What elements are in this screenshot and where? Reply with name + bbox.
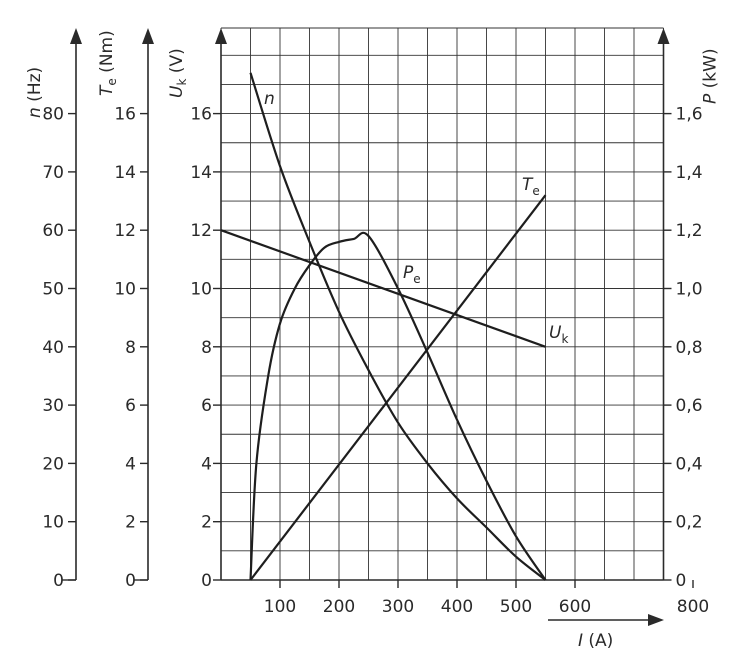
tick-label-P: 1,0 [676, 280, 703, 300]
tick-label-P: 0 [676, 571, 687, 591]
axis-title-Uk: Uk (V) [167, 48, 189, 98]
curves [220, 72, 547, 581]
tick-label-n: 50 [42, 280, 64, 300]
tick-label-Te: 10 [114, 280, 136, 300]
tick-label-Te: 8 [125, 338, 136, 358]
tick-label-x: 800 [677, 597, 709, 617]
tick-label-x: 400 [441, 597, 473, 617]
series-label-n: n [264, 89, 275, 109]
series-line-Pe [249, 231, 547, 581]
tick-label-Te: 4 [125, 454, 136, 474]
tick-label-Te: 16 [114, 105, 136, 125]
axis-arrow-right-icon [648, 614, 664, 626]
tick-label-x: 500 [500, 597, 532, 617]
series-line-n [249, 72, 547, 581]
tick-label-Uk: 4 [201, 454, 212, 474]
tick-label-Uk: 10 [190, 280, 212, 300]
grid [220, 27, 664, 581]
tick-label-n: 20 [42, 454, 64, 474]
series-label-Te: Te [522, 175, 540, 198]
tick-label-n: 80 [42, 105, 64, 125]
tick-label-Te: 6 [125, 396, 136, 416]
tick-label-n: 30 [42, 396, 64, 416]
tick-label-x: 600 [559, 597, 591, 617]
tick-label-Uk: 16 [190, 105, 212, 125]
tick-label-n: 60 [42, 221, 64, 241]
series-label-Uk: Uk [549, 323, 568, 346]
tick-label-n: 40 [42, 338, 64, 358]
tick-label-n: 10 [42, 513, 64, 533]
axis-title-P: P (kW) [701, 48, 721, 104]
axis-arrow-up-icon [657, 28, 670, 44]
tick-label-P: 0,4 [676, 454, 703, 474]
tick-label-x: 200 [323, 597, 355, 617]
tick-label-Uk: 2 [201, 513, 212, 533]
tick-label-P: 1,4 [676, 163, 703, 183]
tick-label-Uk: 8 [201, 338, 212, 358]
axis-title-x: I (A) [578, 631, 613, 651]
tick-label-Uk: 12 [190, 221, 212, 241]
labels: n Pe Te Uk [264, 89, 568, 346]
tick-label-Te: 14 [114, 163, 136, 183]
tick-label-P: 0,2 [676, 513, 703, 533]
tick-label-Uk: 0 [201, 571, 212, 591]
axis-title-n: n (Hz) [25, 67, 45, 118]
series-line-Uk [220, 229, 546, 348]
tick-label-x: 100 [264, 597, 296, 617]
tick-label-Uk: 6 [201, 396, 212, 416]
series-line-Te [249, 194, 547, 581]
axis-arrow-up-icon [70, 28, 82, 44]
series-label-Pe: Pe [403, 263, 421, 286]
tick-label-P: 0,8 [676, 338, 703, 358]
tick-label-P: 0,6 [676, 396, 703, 416]
tick-label-Uk: 14 [190, 163, 212, 183]
tick-label-P: 1,2 [676, 221, 703, 241]
axis-arrow-up-icon [142, 28, 154, 44]
tick-label-Te: 0 [125, 571, 136, 591]
tick-label-x: 300 [382, 597, 414, 617]
axis-title-Te: Te (Nm) [97, 30, 119, 96]
tick-label-P: 1,6 [676, 105, 703, 125]
tick-label-n: 0 [53, 571, 64, 591]
tick-label-Te: 2 [125, 513, 136, 533]
tick-label-n: 70 [42, 163, 64, 183]
tick-label-Te: 12 [114, 221, 136, 241]
axis-arrow-up-icon [215, 28, 227, 44]
